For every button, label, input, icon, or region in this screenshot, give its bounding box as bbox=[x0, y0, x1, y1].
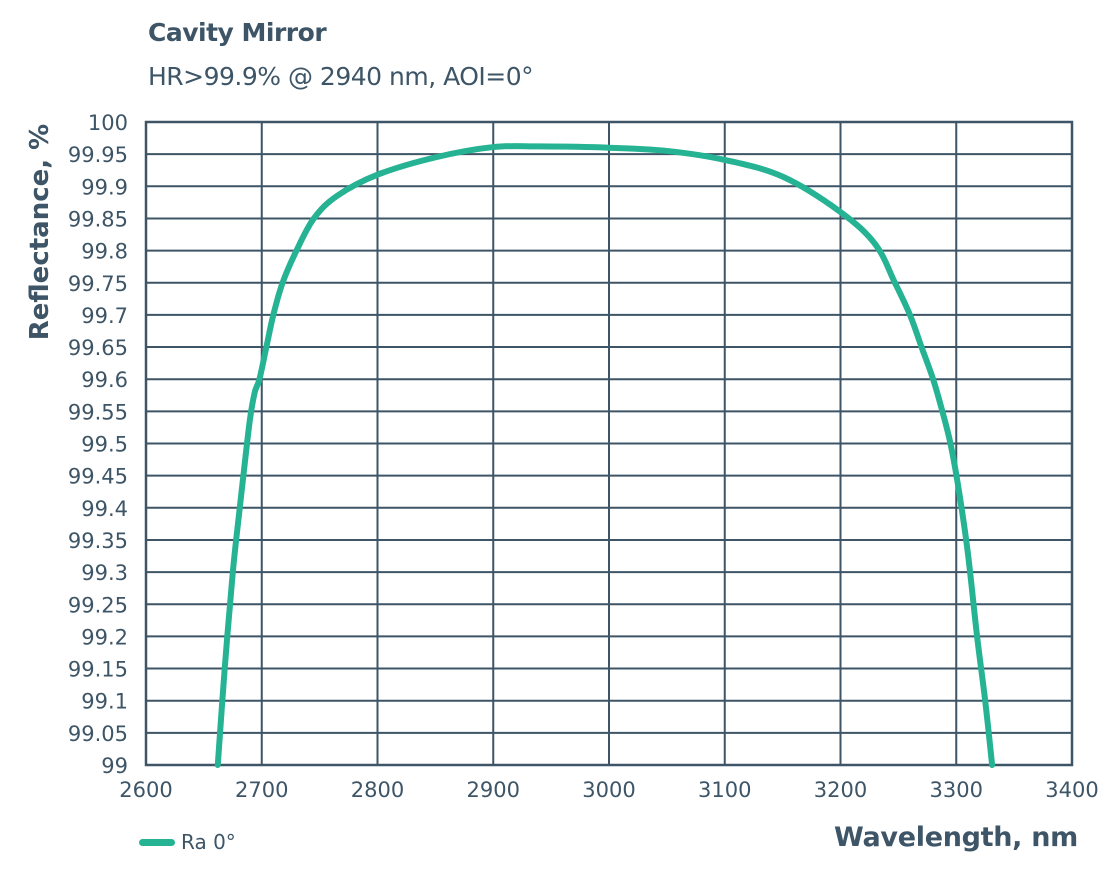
x-tick-labels: 2600 2700 2800 2900 3000 3100 3200 3300 3400 bbox=[119, 778, 1098, 802]
y-tick-label: 99.7 bbox=[81, 304, 128, 328]
chart-subtitle: HR>99.9% @ 2940 nm, AOI=0° bbox=[148, 62, 534, 91]
legend: Ra 0° bbox=[139, 830, 236, 854]
y-tick-label: 99 bbox=[101, 754, 128, 778]
y-tick-label: 99.8 bbox=[81, 240, 128, 264]
y-tick-label: 99.65 bbox=[68, 336, 128, 360]
chart-title: Cavity Mirror bbox=[148, 18, 327, 47]
gridlines bbox=[146, 122, 1072, 765]
y-tick-label: 99.5 bbox=[81, 433, 128, 457]
x-tick-label: 3200 bbox=[814, 778, 867, 802]
y-tick-label: 99.4 bbox=[81, 497, 128, 521]
x-tick-label: 2600 bbox=[119, 778, 172, 802]
x-axis-label: Wavelength, nm bbox=[833, 822, 1078, 853]
y-tick-label: 99.45 bbox=[68, 465, 128, 489]
x-tick-label: 3000 bbox=[582, 778, 635, 802]
y-tick-label: 99.3 bbox=[81, 561, 128, 585]
y-tick-label: 99.1 bbox=[81, 690, 128, 714]
y-tick-label: 99.55 bbox=[68, 400, 128, 424]
x-tick-label: 2700 bbox=[235, 778, 288, 802]
x-tick-label: 3300 bbox=[930, 778, 983, 802]
y-tick-label: 99.15 bbox=[68, 658, 128, 682]
legend-swatch-line-icon bbox=[139, 838, 175, 846]
y-tick-label: 99.35 bbox=[68, 529, 128, 553]
y-tick-labels: 100 99.95 99.9 99.85 99.8 99.75 99.7 99.65 99.6 9… bbox=[68, 111, 128, 778]
series-line-ra-0 bbox=[214, 143, 996, 768]
legend-item-label: Ra 0° bbox=[181, 830, 236, 854]
y-tick-label: 99.75 bbox=[68, 272, 128, 296]
x-tick-label: 3100 bbox=[698, 778, 751, 802]
y-tick-label: 99.9 bbox=[81, 175, 128, 199]
x-tick-label: 3400 bbox=[1045, 778, 1098, 802]
y-tick-label: 99.85 bbox=[68, 207, 128, 231]
y-tick-label: 99.05 bbox=[68, 722, 128, 746]
y-tick-label: 99.6 bbox=[81, 368, 128, 392]
y-tick-label: 99.25 bbox=[68, 593, 128, 617]
x-tick-label: 2900 bbox=[467, 778, 520, 802]
y-tick-label: 100 bbox=[88, 111, 128, 135]
y-tick-label: 99.95 bbox=[68, 143, 128, 167]
y-tick-label: 99.2 bbox=[81, 625, 128, 649]
x-tick-label: 2800 bbox=[351, 778, 404, 802]
